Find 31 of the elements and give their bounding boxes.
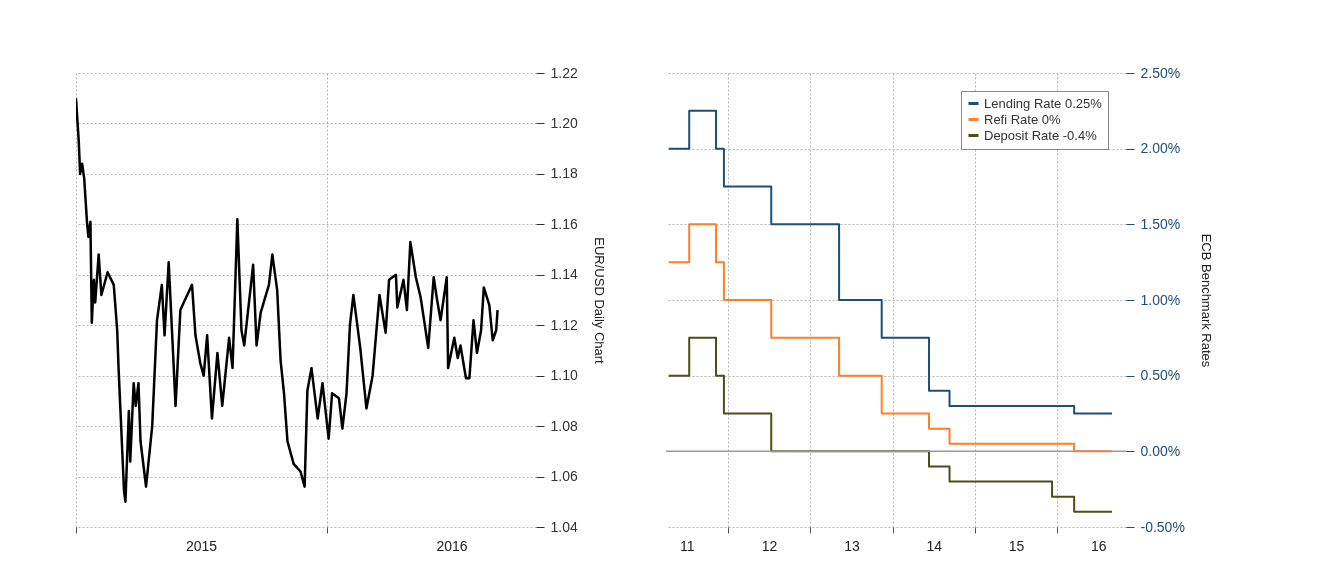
x-tick-label: 2015 <box>185 537 218 554</box>
y-axis-title: EUR/USD Daily Chart <box>591 237 607 365</box>
y-tick-label: 1.00% <box>1140 291 1181 308</box>
x-tick-label: 12 <box>761 537 778 554</box>
legend-label: Deposit Rate -0.4% <box>984 127 1098 143</box>
legend-label: Refi Rate 0% <box>984 111 1062 127</box>
x-tick-label: 14 <box>926 537 943 554</box>
legend-label: Lending Rate 0.25% <box>984 95 1103 111</box>
y-tick-label: 1.20 <box>550 114 578 131</box>
x-tick-label: 15 <box>1008 537 1025 554</box>
line-series <box>76 96 499 504</box>
y-tick-label: -0.50% <box>1140 518 1185 535</box>
x-tick-label: 11 <box>679 537 695 554</box>
y-tick-label: 1.10 <box>550 367 578 384</box>
y-tick-label: 1.50% <box>1140 215 1181 232</box>
y-tick-label: 1.16 <box>550 215 578 232</box>
y-tick-label: 1.12 <box>550 316 578 333</box>
x-tick-label: 2016 <box>436 537 468 554</box>
y-tick-label: 2.50% <box>1140 64 1181 81</box>
y-tick-label: 2.00% <box>1140 140 1181 157</box>
x-tick-label: 13 <box>844 537 860 554</box>
y-axis-title: ECB Benchmark Rates <box>1198 233 1214 368</box>
y-tick-label: 1.22 <box>550 64 578 81</box>
y-tick-label: 1.08 <box>550 417 578 434</box>
y-tick-label: 0.00% <box>1140 442 1181 459</box>
y-tick-label: 1.14 <box>550 266 578 283</box>
x-tick-label: 16 <box>1090 537 1107 554</box>
y-tick-label: 1.06 <box>550 468 578 485</box>
y-tick-label: 1.18 <box>550 165 578 182</box>
y-tick-label: 1.04 <box>550 518 578 535</box>
y-tick-label: 0.50% <box>1140 367 1181 384</box>
